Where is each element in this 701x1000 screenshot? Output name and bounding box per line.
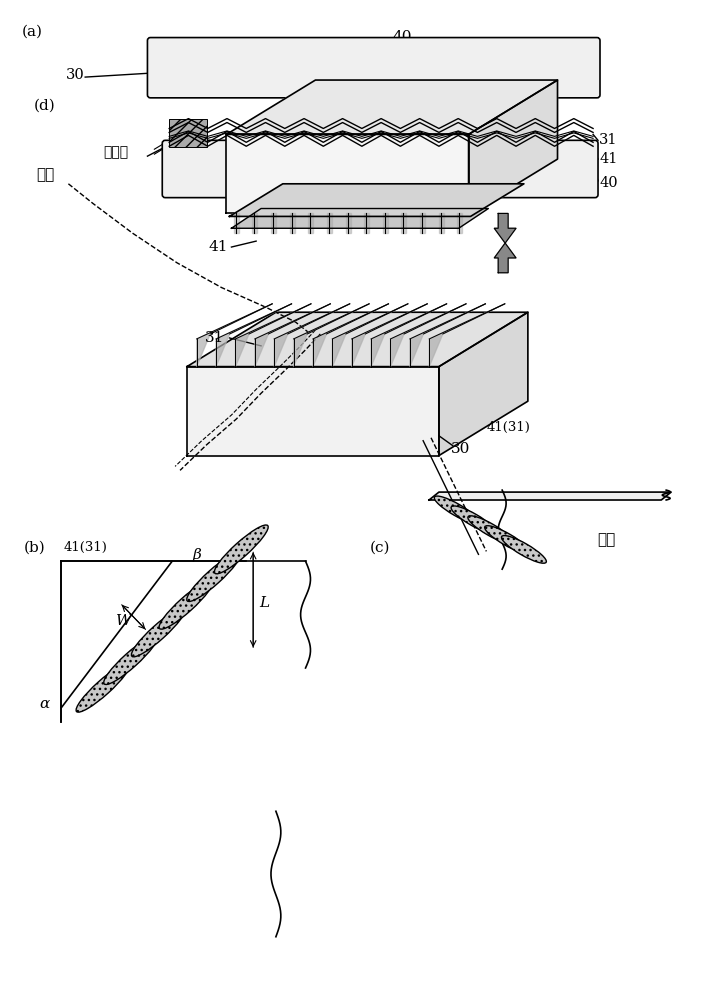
FancyBboxPatch shape bbox=[162, 140, 598, 198]
Text: β: β bbox=[193, 548, 202, 562]
Polygon shape bbox=[327, 213, 332, 233]
Text: (b): (b) bbox=[24, 540, 46, 554]
Ellipse shape bbox=[76, 663, 130, 712]
Text: (c): (c) bbox=[369, 540, 390, 554]
Text: 31: 31 bbox=[599, 133, 618, 147]
Polygon shape bbox=[274, 304, 350, 367]
Polygon shape bbox=[197, 304, 272, 367]
Polygon shape bbox=[254, 304, 330, 367]
Polygon shape bbox=[236, 304, 311, 367]
Text: 30: 30 bbox=[65, 68, 84, 82]
Polygon shape bbox=[234, 213, 239, 233]
Text: 40: 40 bbox=[599, 176, 618, 190]
Polygon shape bbox=[226, 134, 468, 213]
Polygon shape bbox=[439, 213, 444, 233]
Ellipse shape bbox=[468, 516, 512, 543]
Polygon shape bbox=[457, 213, 462, 233]
Text: 41(31): 41(31) bbox=[64, 541, 107, 554]
Polygon shape bbox=[271, 213, 276, 233]
Ellipse shape bbox=[104, 636, 158, 685]
Polygon shape bbox=[365, 213, 369, 233]
Ellipse shape bbox=[435, 496, 479, 524]
Polygon shape bbox=[187, 367, 439, 456]
Ellipse shape bbox=[484, 526, 529, 553]
Text: α: α bbox=[40, 697, 50, 711]
Polygon shape bbox=[468, 80, 557, 213]
Polygon shape bbox=[346, 213, 350, 233]
Text: (d): (d) bbox=[34, 99, 55, 113]
Text: 31: 31 bbox=[205, 331, 224, 345]
Polygon shape bbox=[290, 213, 294, 233]
Polygon shape bbox=[216, 304, 292, 367]
Polygon shape bbox=[252, 213, 257, 233]
Polygon shape bbox=[352, 304, 428, 367]
Polygon shape bbox=[308, 213, 313, 233]
Polygon shape bbox=[429, 492, 671, 500]
Polygon shape bbox=[313, 304, 388, 367]
Text: 41: 41 bbox=[209, 240, 229, 254]
Polygon shape bbox=[439, 312, 528, 456]
Text: 片材束: 片材束 bbox=[103, 145, 128, 159]
Ellipse shape bbox=[451, 506, 496, 534]
Text: L: L bbox=[259, 596, 269, 610]
Text: (a): (a) bbox=[22, 25, 43, 39]
Ellipse shape bbox=[501, 536, 546, 563]
Text: 片材: 片材 bbox=[36, 168, 54, 182]
Polygon shape bbox=[332, 304, 408, 367]
Polygon shape bbox=[169, 119, 207, 147]
Ellipse shape bbox=[215, 525, 268, 574]
Polygon shape bbox=[390, 304, 466, 367]
Polygon shape bbox=[187, 312, 528, 367]
Polygon shape bbox=[371, 304, 447, 367]
Polygon shape bbox=[429, 304, 505, 367]
Polygon shape bbox=[294, 304, 369, 367]
Polygon shape bbox=[494, 213, 516, 243]
Polygon shape bbox=[226, 80, 557, 134]
Polygon shape bbox=[494, 243, 516, 273]
Polygon shape bbox=[402, 213, 407, 233]
Polygon shape bbox=[420, 213, 425, 233]
Polygon shape bbox=[231, 209, 489, 228]
Polygon shape bbox=[229, 184, 524, 216]
Polygon shape bbox=[383, 213, 388, 233]
Text: 41(31): 41(31) bbox=[486, 421, 530, 434]
Text: 40: 40 bbox=[393, 30, 412, 44]
Ellipse shape bbox=[186, 553, 240, 602]
FancyBboxPatch shape bbox=[147, 38, 600, 98]
Text: 41: 41 bbox=[599, 152, 618, 166]
Text: 30: 30 bbox=[451, 442, 470, 456]
Ellipse shape bbox=[131, 608, 185, 657]
Text: W: W bbox=[116, 614, 132, 628]
Ellipse shape bbox=[159, 580, 213, 629]
Text: 片材: 片材 bbox=[597, 533, 615, 547]
Polygon shape bbox=[410, 304, 486, 367]
